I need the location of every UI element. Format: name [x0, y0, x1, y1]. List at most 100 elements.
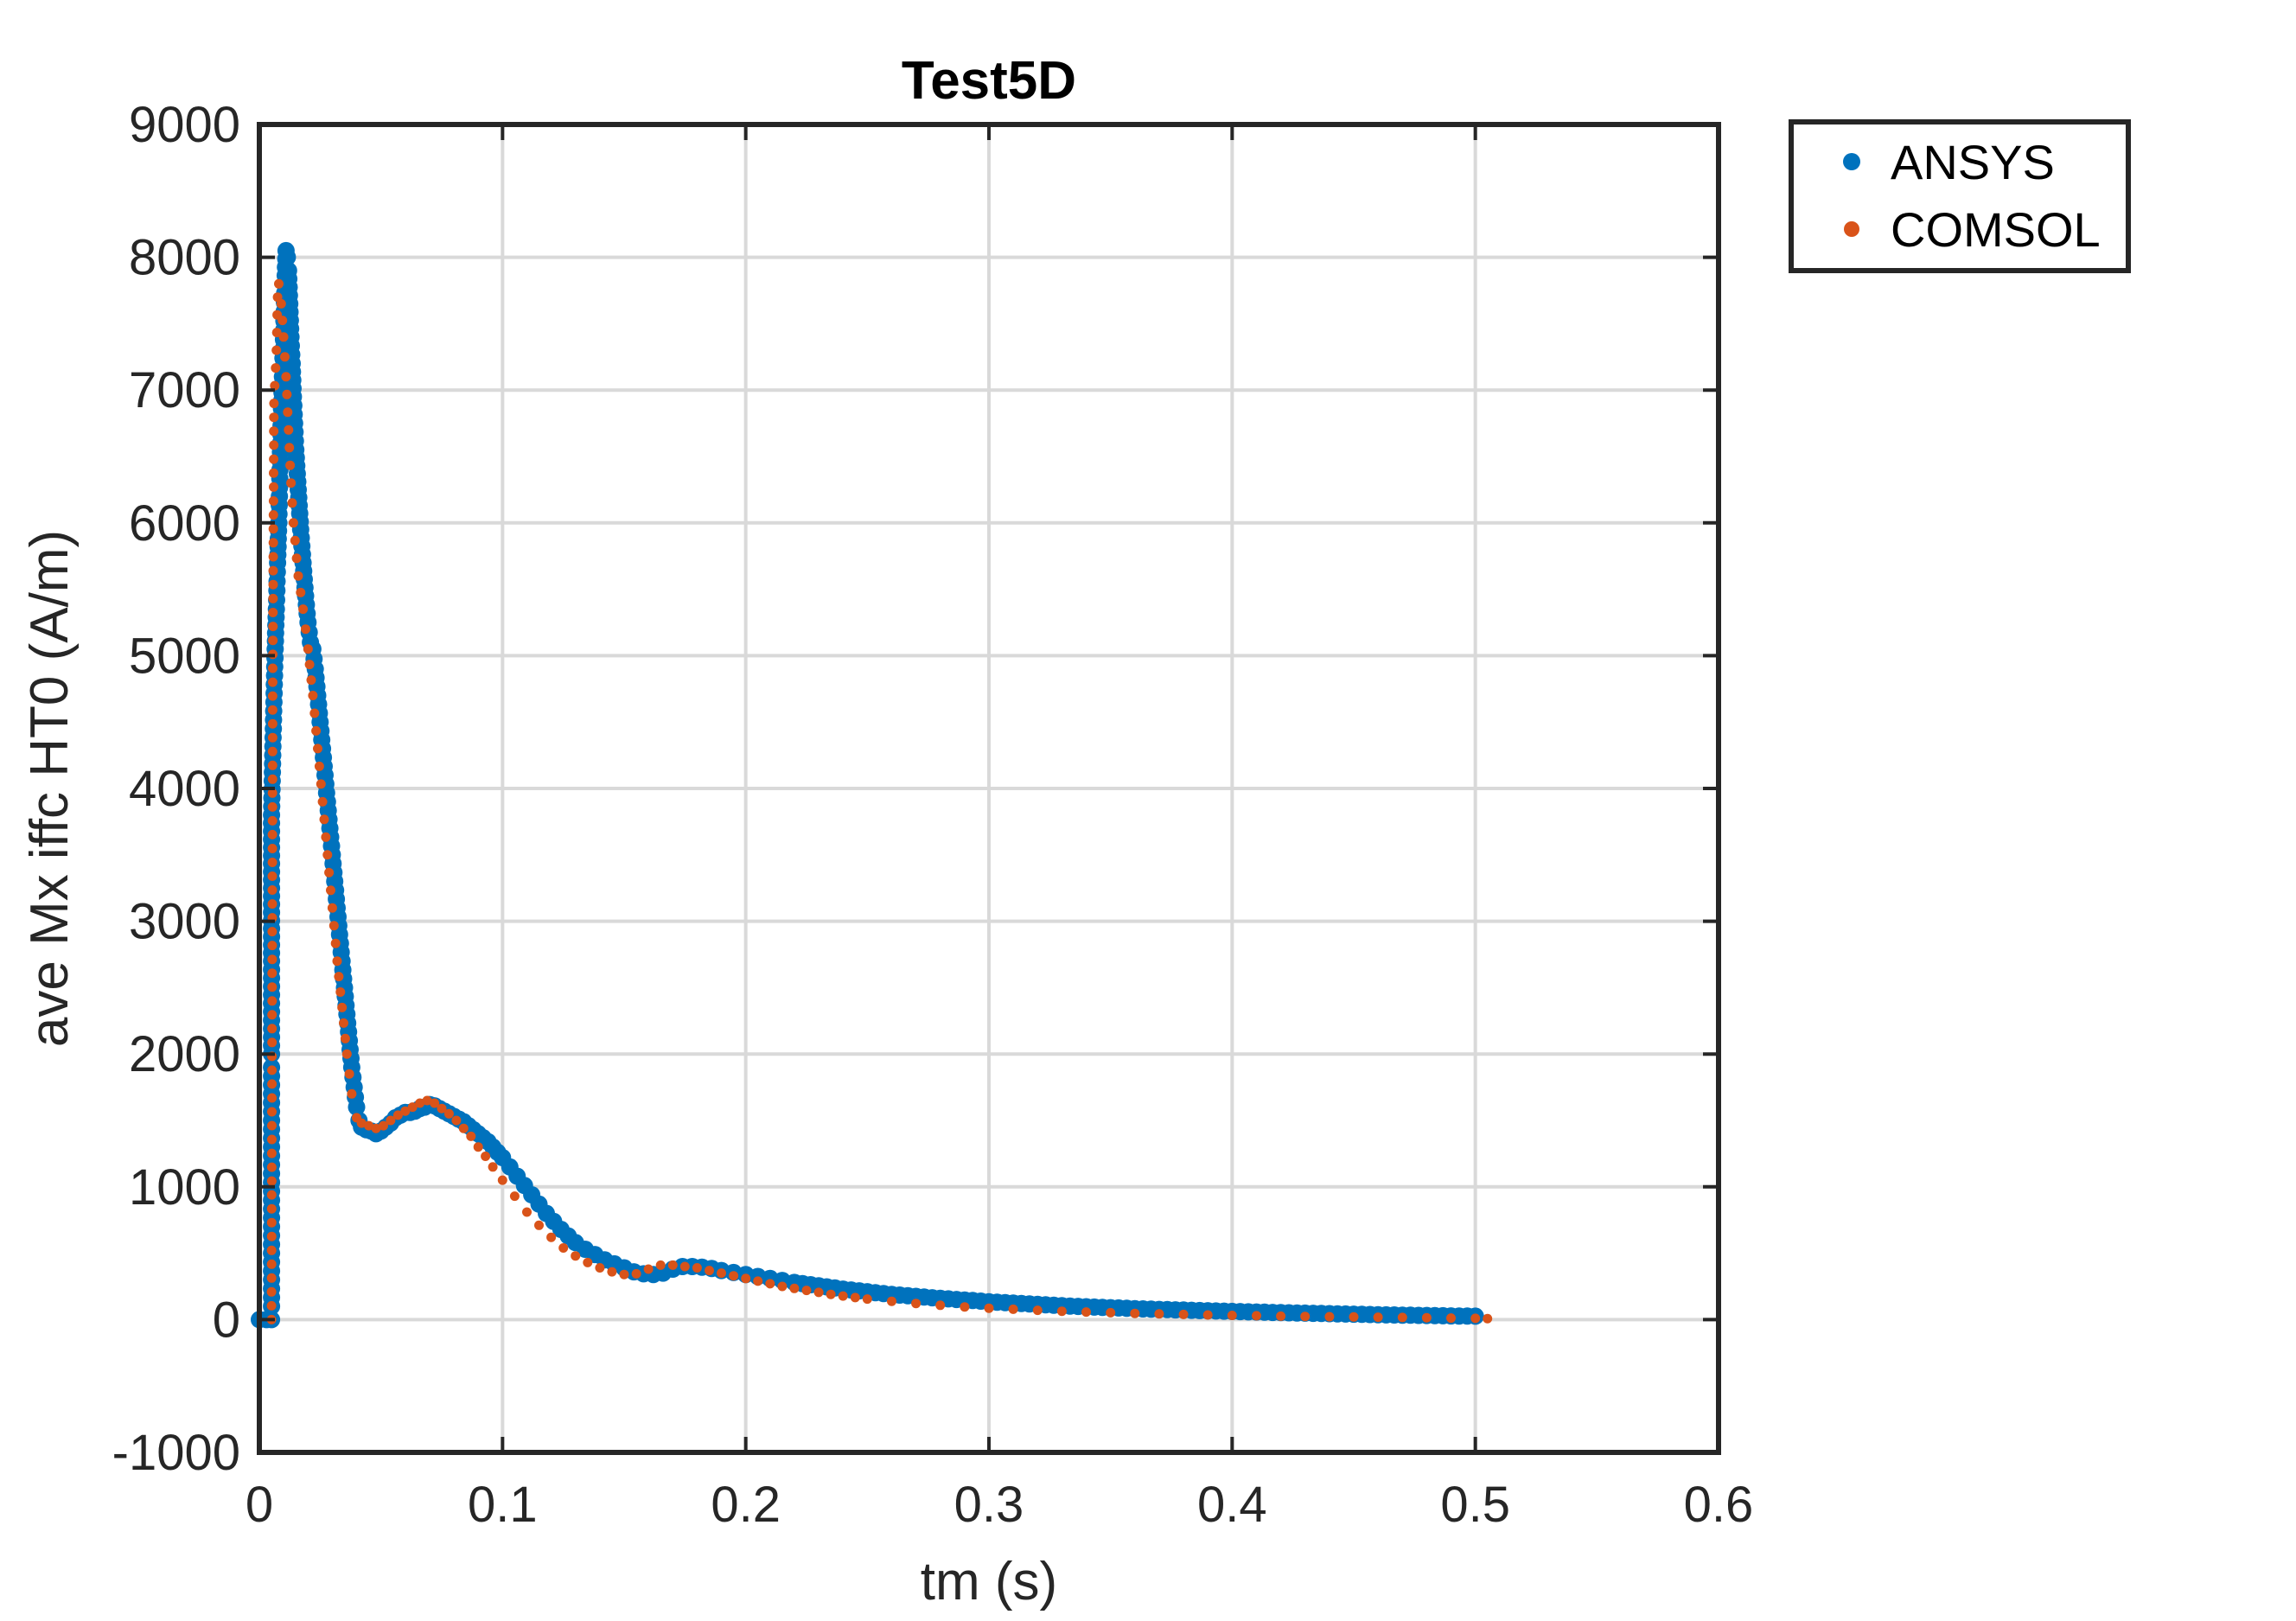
data-point — [1373, 1312, 1383, 1323]
data-point — [1446, 1313, 1456, 1324]
data-point — [813, 1287, 824, 1298]
y-tick-label: 0 — [213, 1292, 240, 1348]
data-point — [1154, 1309, 1164, 1319]
data-point — [1130, 1308, 1140, 1318]
data-point — [267, 829, 277, 839]
data-point — [266, 1286, 277, 1297]
data-point — [330, 938, 341, 948]
data-point — [266, 1203, 277, 1214]
data-point — [1008, 1304, 1018, 1314]
data-point — [266, 1148, 277, 1158]
data-point — [1470, 1313, 1481, 1324]
grid-lines — [259, 124, 1719, 1452]
data-point — [339, 1018, 348, 1028]
x-tick-label: 0.4 — [1197, 1477, 1267, 1533]
data-point — [334, 972, 344, 982]
x-axis-label: tm (s) — [921, 1552, 1057, 1611]
data-point — [595, 1263, 605, 1273]
data-point — [266, 1245, 277, 1255]
data-point — [268, 510, 278, 520]
data-point — [379, 1120, 388, 1131]
data-point — [276, 298, 286, 309]
data-point — [266, 1231, 277, 1241]
data-point — [268, 538, 278, 548]
data-point — [430, 1098, 440, 1108]
data-point — [1032, 1305, 1043, 1316]
data-point — [298, 604, 309, 615]
data-point — [270, 380, 280, 391]
data-point — [267, 996, 277, 1006]
series-comsol — [266, 278, 1493, 1324]
data-point — [321, 832, 331, 842]
data-point — [466, 1131, 476, 1141]
data-point — [356, 1118, 367, 1128]
data-point — [1300, 1311, 1311, 1322]
data-point — [322, 850, 333, 860]
data-point — [984, 1303, 994, 1313]
data-point — [269, 412, 279, 423]
data-point — [266, 1217, 277, 1228]
data-point — [286, 478, 297, 488]
data-point — [288, 518, 298, 528]
data-point — [284, 424, 294, 435]
data-point — [269, 440, 279, 450]
data-point — [838, 1291, 848, 1301]
data-point — [667, 1260, 678, 1270]
data-point — [497, 1175, 507, 1185]
data-point — [267, 801, 277, 812]
data-point — [332, 956, 342, 967]
data-point — [304, 660, 315, 670]
y-tick-label: 1000 — [129, 1159, 240, 1216]
data-point — [1349, 1311, 1359, 1322]
data-point — [1178, 1309, 1189, 1319]
data-point — [1276, 1311, 1286, 1321]
data-point — [269, 482, 278, 492]
data-point — [309, 708, 320, 718]
legend-marker-ansys — [1843, 153, 1860, 170]
data-point — [314, 761, 324, 771]
data-point — [287, 498, 297, 508]
data-point — [280, 352, 290, 362]
data-point — [267, 1107, 277, 1117]
data-point — [319, 814, 329, 825]
data-point — [267, 1079, 277, 1089]
data-point — [481, 1152, 491, 1161]
data-point — [317, 796, 328, 807]
data-point — [327, 903, 337, 913]
x-tick-label: 0.6 — [1684, 1477, 1754, 1533]
data-point — [267, 732, 277, 743]
data-point — [283, 407, 293, 418]
data-point — [268, 593, 278, 603]
x-tick-label: 0.1 — [468, 1477, 538, 1533]
data-point — [271, 328, 282, 338]
data-point — [326, 885, 335, 896]
data-point — [407, 1102, 418, 1113]
data-point — [268, 677, 277, 687]
series-layer — [251, 241, 1493, 1329]
legend-label-comsol: COMSOL — [1891, 202, 2101, 257]
data-point — [583, 1257, 593, 1267]
data-point — [753, 1276, 763, 1286]
y-tick-label: 2000 — [129, 1026, 240, 1082]
data-point — [887, 1296, 896, 1306]
data-point — [911, 1299, 922, 1309]
data-point — [729, 1271, 739, 1281]
data-point — [451, 1115, 462, 1126]
data-point — [534, 1220, 544, 1230]
data-point — [1202, 1310, 1213, 1320]
data-point — [267, 927, 277, 937]
data-point — [717, 1268, 726, 1279]
data-point — [522, 1207, 532, 1217]
x-tick-label: 0.3 — [954, 1477, 1024, 1533]
y-tick-label: 5000 — [129, 628, 240, 684]
data-point — [267, 705, 277, 715]
data-point — [269, 426, 279, 437]
data-point — [619, 1269, 629, 1280]
data-point — [267, 899, 277, 909]
data-point — [271, 345, 282, 355]
y-tick-label: 3000 — [129, 894, 240, 950]
data-point — [267, 1037, 277, 1048]
data-point — [267, 774, 277, 784]
data-point — [415, 1098, 425, 1108]
data-point — [268, 565, 278, 576]
